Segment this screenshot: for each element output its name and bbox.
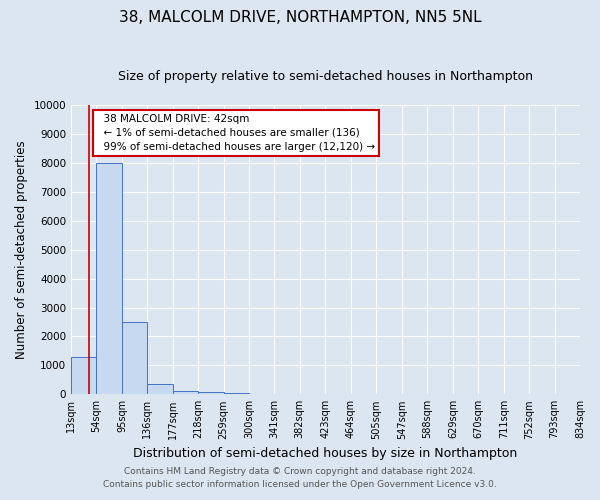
Bar [147, 384, 173, 394]
Text: 38 MALCOLM DRIVE: 42sqm
  ← 1% of semi-detached houses are smaller (136)
  99% o: 38 MALCOLM DRIVE: 42sqm ← 1% of semi-det… [97, 114, 375, 152]
Text: Contains HM Land Registry data © Crown copyright and database right 2024.
Contai: Contains HM Land Registry data © Crown c… [103, 468, 497, 489]
Bar [198, 392, 224, 394]
Bar [122, 322, 147, 394]
Title: Size of property relative to semi-detached houses in Northampton: Size of property relative to semi-detach… [118, 70, 533, 83]
Bar [224, 392, 249, 394]
Text: 38, MALCOLM DRIVE, NORTHAMPTON, NN5 5NL: 38, MALCOLM DRIVE, NORTHAMPTON, NN5 5NL [119, 10, 481, 25]
Y-axis label: Number of semi-detached properties: Number of semi-detached properties [15, 140, 28, 359]
Bar [97, 163, 122, 394]
Bar [173, 390, 198, 394]
X-axis label: Distribution of semi-detached houses by size in Northampton: Distribution of semi-detached houses by … [133, 447, 518, 460]
Bar [71, 356, 97, 395]
